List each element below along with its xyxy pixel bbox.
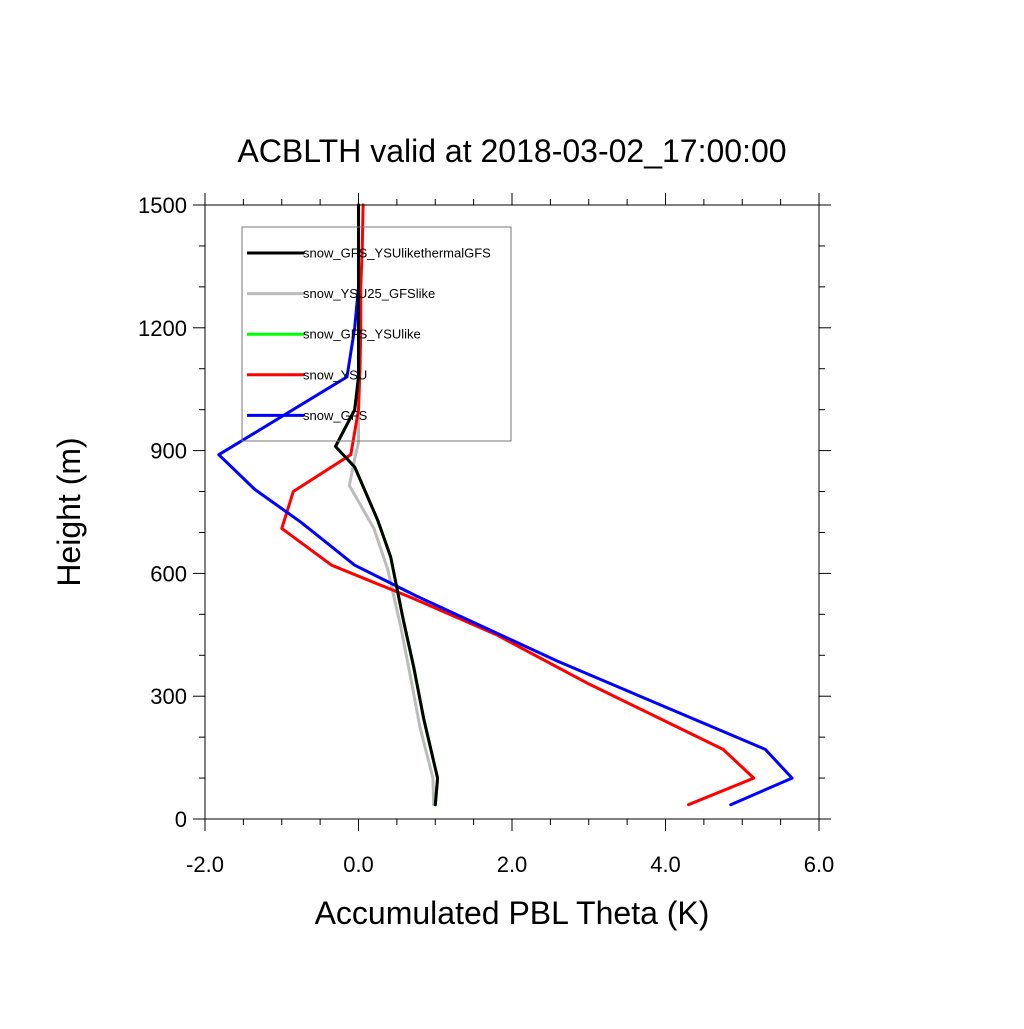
- y-tick-label: 900: [150, 439, 187, 464]
- legend-label-0: snow_GFS_YSUlikethermalGFS: [303, 246, 491, 261]
- y-tick-label: 300: [150, 684, 187, 709]
- x-tick-label: 0.0: [343, 852, 374, 877]
- y-axis-label: Height (m): [51, 437, 87, 586]
- x-axis-label: Accumulated PBL Theta (K): [315, 895, 710, 931]
- plot-area: [217, 203, 794, 807]
- legend-label-2: snow_GFS_YSUlike: [303, 327, 421, 342]
- y-tick-label: 1500: [138, 193, 187, 218]
- axes: -2.0 0.0 2.0 4.0 6.0 0 300 600 900 1200 1500: [138, 193, 834, 877]
- x-tick-label: 4.0: [650, 852, 681, 877]
- x-tick-label: 6.0: [804, 852, 835, 877]
- y-tick-label: 0: [175, 807, 187, 832]
- x-tick-label: 2.0: [497, 852, 528, 877]
- plot-frame: [204, 204, 820, 820]
- chart-title: ACBLTH valid at 2018-03-02_17:00:00: [237, 133, 786, 169]
- x-tick-label: -2.0: [186, 852, 224, 877]
- legend-box: [241, 226, 512, 442]
- y-tick-label: 1200: [138, 316, 187, 341]
- legend-label-1: snow_YSU25_GFSlike: [303, 286, 435, 301]
- legend-label-4: snow_GFS: [303, 408, 368, 423]
- y-tick-label: 600: [150, 561, 187, 586]
- series-line-3: [280, 203, 756, 807]
- legend: snow_GFS_YSUlikethermalGFS snow_YSU25_GFS…: [241, 226, 512, 442]
- series-line-0: [334, 203, 440, 807]
- legend-label-3: snow_YSU: [303, 367, 367, 382]
